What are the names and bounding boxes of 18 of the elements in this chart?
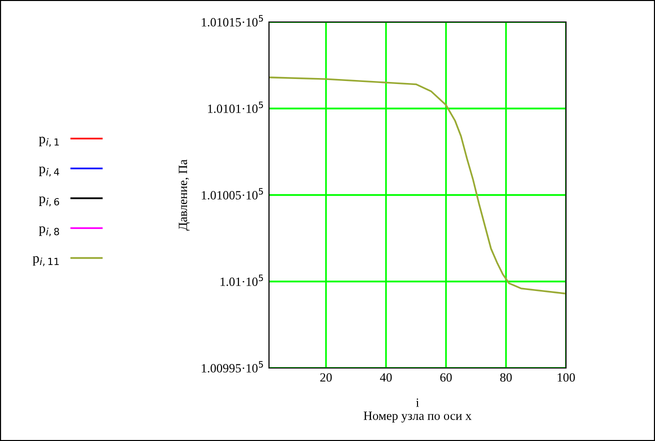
x-tick-label: 20 bbox=[320, 373, 332, 382]
x-axis-title: i Номер узла по оси x bbox=[364, 398, 472, 423]
legend-label: p$_{i,11}$ bbox=[32, 256, 59, 266]
y-axis-title: Давление, Па bbox=[178, 160, 190, 231]
line-series bbox=[269, 76, 566, 294]
y-tick-label: 1.0101·10$^{5}$ bbox=[208, 102, 263, 114]
x-tick-label: 40 bbox=[380, 373, 392, 382]
x-tick-label: 60 bbox=[440, 373, 452, 382]
x-tick-label: 80 bbox=[500, 373, 512, 382]
legend-label: p$_{i,6}$ bbox=[38, 196, 60, 206]
y-tick-label: 1.01015·10$^{5}$ bbox=[202, 15, 263, 27]
y-tick-label: 1.00995·10$^{5}$ bbox=[202, 361, 263, 373]
legend-label: p$_{i,8}$ bbox=[38, 226, 60, 236]
x-tick-label: 100 bbox=[558, 373, 575, 382]
legend-label: p$_{i,1}$ bbox=[38, 136, 59, 147]
legend-label: p$_{i,4}$ bbox=[38, 166, 60, 177]
y-tick-label: 1.01·10$^{5}$ bbox=[220, 274, 263, 286]
y-tick-label: 1.01005·10$^{5}$ bbox=[202, 188, 263, 200]
